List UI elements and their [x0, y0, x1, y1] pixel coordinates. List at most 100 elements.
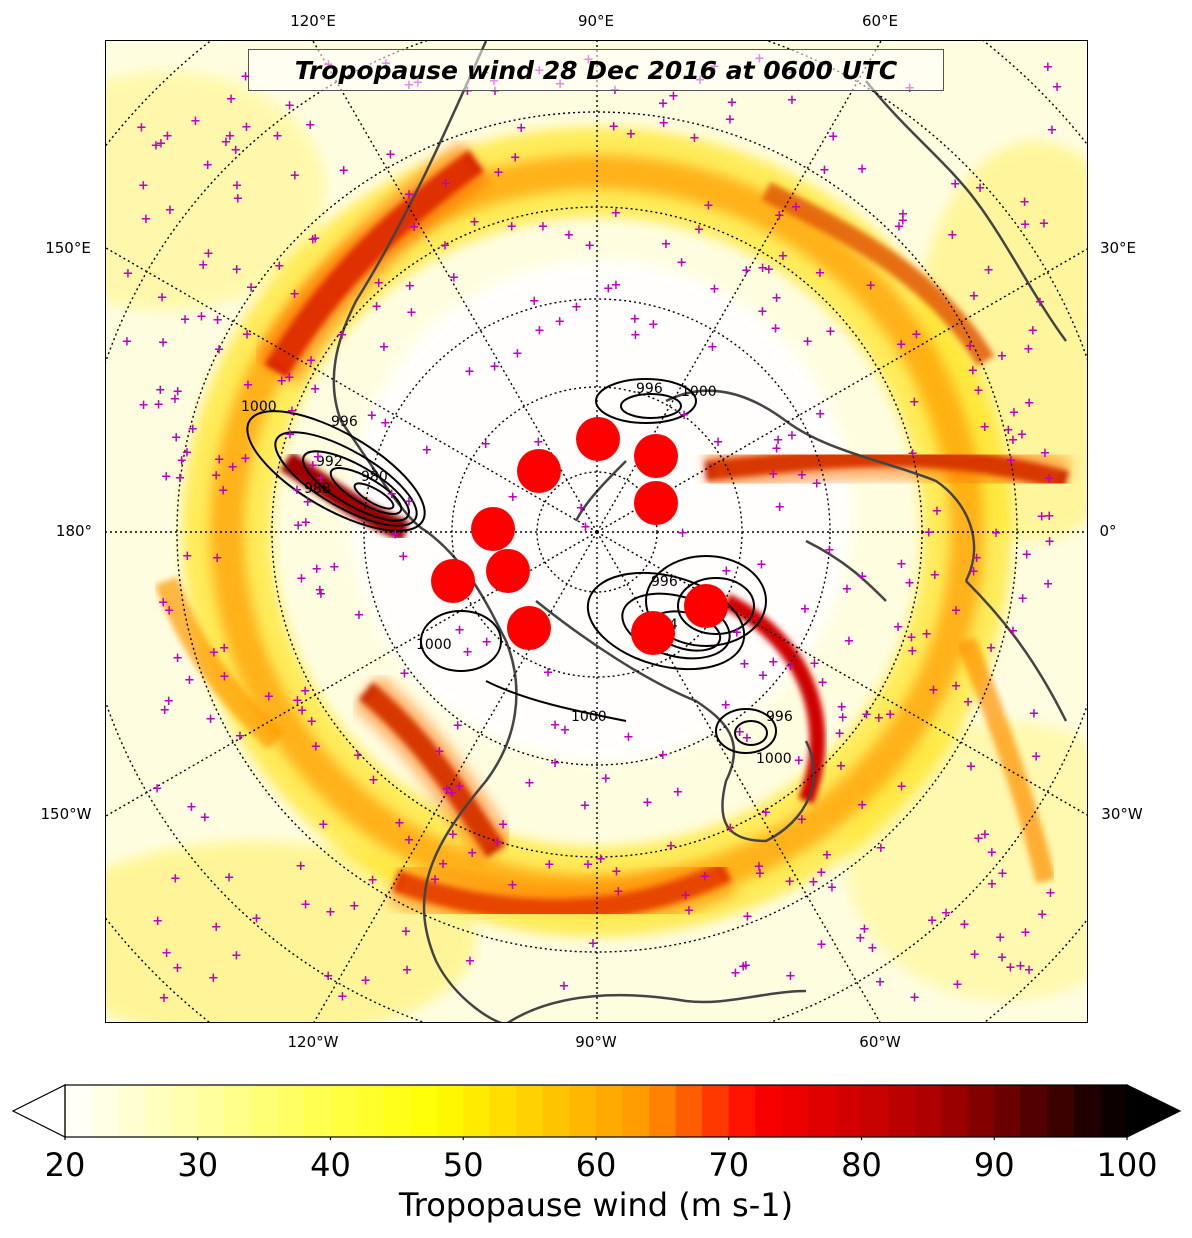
station-marker: + — [610, 206, 621, 221]
station-marker: + — [825, 325, 836, 340]
station-marker: + — [316, 471, 327, 486]
station-marker: + — [212, 313, 223, 328]
station-marker: + — [272, 129, 283, 144]
station-marker: + — [152, 782, 163, 797]
station-marker: + — [447, 827, 458, 842]
station-marker: + — [498, 818, 509, 833]
station-marker: + — [757, 305, 768, 320]
station-marker: + — [658, 116, 669, 131]
station-marker: + — [205, 712, 216, 727]
station-marker: + — [231, 263, 242, 278]
station-marker: + — [263, 689, 274, 704]
station-marker: + — [409, 220, 420, 235]
station-marker: + — [857, 569, 868, 584]
station-marker: + — [613, 885, 624, 900]
station-marker: + — [814, 266, 825, 281]
station-marker: + — [524, 776, 535, 791]
colorbar-cell — [888, 1085, 916, 1137]
contour-label: 996 — [766, 709, 793, 725]
station-marker: + — [875, 841, 886, 856]
station-marker: + — [808, 875, 819, 890]
station-marker: + — [757, 261, 768, 276]
station-marker: + — [963, 695, 974, 710]
station-marker: + — [534, 323, 545, 338]
station-marker: + — [293, 519, 304, 534]
station-marker: + — [1008, 433, 1019, 448]
station-marker: + — [507, 490, 518, 505]
colorbar-tick-label: 30 — [177, 1146, 219, 1184]
station-marker: + — [489, 84, 500, 99]
station-marker: + — [203, 246, 214, 261]
colorbar-cell — [861, 1085, 889, 1137]
colorbar-cell — [436, 1085, 464, 1137]
colorbar-cell — [1047, 1085, 1075, 1137]
station-marker: + — [1037, 908, 1048, 923]
colorbar-cell — [649, 1085, 677, 1137]
station-marker: + — [997, 866, 1008, 881]
station-marker: + — [770, 321, 781, 336]
colorbar-tick-label: 80 — [841, 1146, 882, 1184]
station-marker: + — [403, 495, 414, 510]
station-marker: + — [975, 181, 986, 196]
colorbar-tick-label: 40 — [310, 1146, 351, 1184]
station-marker: + — [841, 582, 852, 597]
station-marker: + — [439, 238, 450, 253]
lon-label-top-2: 90°E — [577, 12, 615, 30]
station-marker: + — [291, 483, 302, 498]
station-marker: + — [979, 827, 990, 842]
station-marker: + — [563, 228, 574, 243]
station-marker: + — [360, 974, 371, 989]
station-marker: + — [161, 946, 172, 961]
station-marker: + — [896, 557, 907, 572]
station-marker: + — [951, 679, 962, 694]
station-marker: + — [493, 165, 504, 180]
station-marker: + — [700, 870, 711, 885]
station-marker: + — [911, 328, 922, 343]
station-marker: + — [184, 673, 195, 688]
station-marker: + — [661, 237, 672, 252]
colorbar-cell — [808, 1085, 836, 1137]
station-marker: + — [973, 384, 984, 399]
station-marker: + — [983, 263, 994, 278]
colorbar-tick-label: 60 — [575, 1146, 617, 1184]
station-marker: + — [311, 562, 322, 577]
station-marker: + — [897, 213, 908, 228]
station-marker: + — [906, 631, 917, 646]
station-marker: + — [611, 864, 622, 879]
colorbar-cell — [569, 1085, 597, 1137]
station-marker: + — [971, 551, 982, 566]
station-marker: + — [337, 990, 348, 1005]
station-marker: + — [785, 969, 796, 984]
station-marker: + — [211, 469, 222, 484]
red-disc — [684, 584, 728, 628]
red-disc — [517, 449, 561, 493]
station-marker: + — [896, 779, 907, 794]
station-marker: + — [1021, 548, 1032, 563]
colorbar-cell — [516, 1085, 544, 1137]
station-marker: + — [421, 443, 432, 458]
station-marker: + — [819, 163, 830, 178]
station-marker: + — [165, 203, 176, 218]
station-marker: + — [373, 276, 384, 291]
colorbar-cell — [144, 1085, 172, 1137]
station-marker: + — [329, 560, 340, 575]
station-marker: + — [816, 866, 827, 881]
station-marker: + — [1052, 80, 1063, 95]
station-marker: + — [212, 551, 223, 566]
station-marker: + — [246, 281, 257, 296]
red-disc — [576, 417, 620, 461]
station-marker: + — [440, 176, 451, 191]
station-marker: + — [1047, 123, 1058, 138]
station-marker: + — [893, 620, 904, 635]
colorbar-cell — [357, 1085, 385, 1137]
station-marker: + — [367, 873, 378, 888]
station-marker: + — [287, 404, 298, 419]
contour-label: 996 — [636, 381, 663, 397]
station-marker: + — [338, 164, 349, 179]
station-marker: + — [815, 407, 826, 422]
station-marker: + — [214, 452, 225, 467]
station-marker: + — [579, 798, 590, 813]
station-marker: + — [300, 898, 311, 913]
colorbar-cell — [171, 1085, 199, 1137]
station-marker: + — [742, 731, 753, 746]
